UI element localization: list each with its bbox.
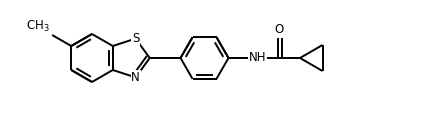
Text: O: O: [274, 23, 284, 36]
Text: S: S: [132, 32, 139, 45]
Text: CH$_3$: CH$_3$: [27, 19, 50, 34]
Text: NH: NH: [250, 52, 267, 64]
Text: N: N: [131, 71, 140, 84]
